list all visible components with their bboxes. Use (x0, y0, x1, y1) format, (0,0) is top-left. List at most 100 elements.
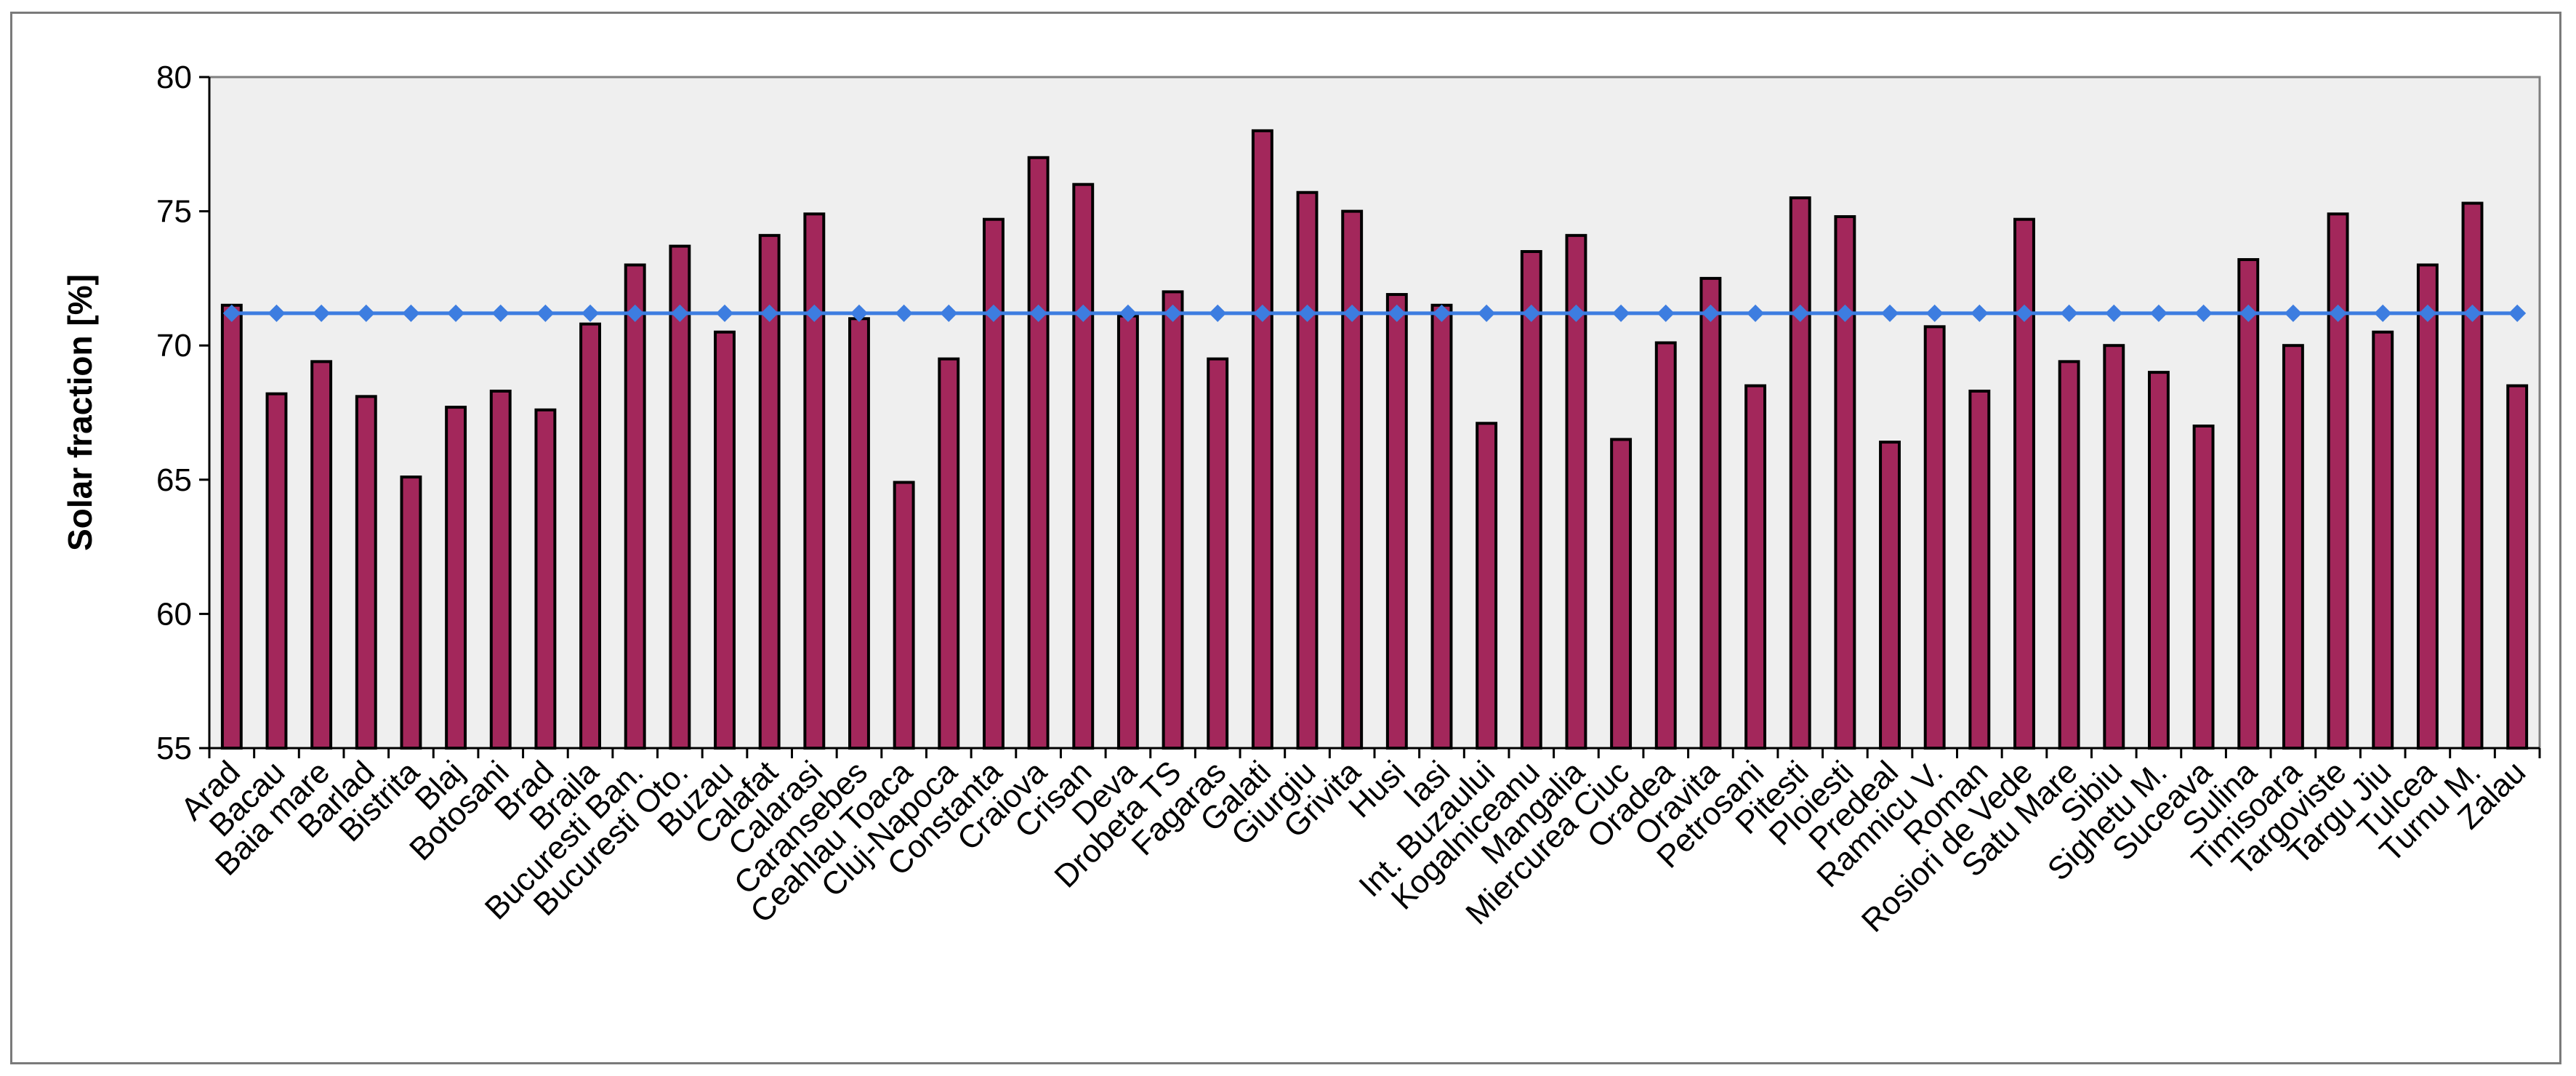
line-marker (850, 304, 868, 322)
line-marker (671, 304, 689, 322)
line-marker (402, 304, 420, 322)
line-marker (1971, 304, 1989, 322)
y-tick-label: 70 (156, 328, 192, 364)
bar (445, 406, 467, 750)
bar (1834, 214, 1856, 750)
bar (1385, 293, 1408, 750)
bar (1654, 341, 1677, 750)
line-marker (2374, 304, 2392, 322)
line-marker (357, 304, 375, 322)
line-marker (1925, 304, 1944, 322)
line-marker (1881, 304, 1899, 322)
bar (400, 475, 422, 750)
bar (1699, 276, 1722, 750)
bar (2192, 424, 2215, 750)
line-marker (536, 304, 555, 322)
bar (1296, 190, 1319, 750)
bar (2103, 344, 2125, 750)
bar (534, 408, 557, 750)
line-marker (626, 304, 644, 322)
line-marker (1702, 304, 1720, 322)
line-marker (1657, 304, 1675, 322)
line-marker (267, 304, 286, 322)
line-marker (2239, 304, 2258, 322)
bar (714, 330, 736, 750)
bar (2506, 384, 2529, 750)
line-marker (1298, 304, 1316, 322)
line-marker (1209, 304, 1227, 322)
line-marker (2508, 304, 2527, 322)
bar (1251, 129, 1273, 750)
bar (1744, 384, 1767, 750)
line-marker (1478, 304, 1496, 322)
line-marker (1567, 304, 1585, 322)
line-marker (1119, 304, 1137, 322)
line-marker (2015, 304, 2033, 322)
bar (1923, 325, 1946, 750)
line-marker (2463, 304, 2482, 322)
bar (489, 389, 512, 750)
y-tick-label: 55 (156, 731, 192, 766)
line-marker (1029, 304, 1047, 322)
bar (220, 303, 243, 750)
line-marker (581, 304, 600, 322)
line-marker (222, 304, 241, 322)
bar (1476, 422, 1498, 750)
bar (1879, 441, 1901, 750)
bar (1789, 196, 1811, 750)
line-marker (984, 304, 1002, 322)
y-tick-label: 75 (156, 194, 192, 230)
bar (1027, 156, 1050, 750)
bar (803, 212, 826, 750)
line-marker (313, 304, 331, 322)
bar (1610, 438, 1633, 750)
line-marker (2329, 304, 2347, 322)
plot-area (208, 76, 2541, 750)
bar (1072, 182, 1095, 750)
bar (2058, 360, 2080, 750)
bar (848, 317, 870, 750)
line-marker (2284, 304, 2302, 322)
line-marker (1433, 304, 1451, 322)
y-tick-label: 60 (156, 596, 192, 632)
bar (1520, 249, 1542, 750)
bar (265, 392, 288, 750)
bar (2013, 217, 2035, 750)
bar (1968, 389, 1991, 750)
line-marker (716, 304, 734, 322)
bar (982, 217, 1005, 750)
line-marker (2194, 304, 2213, 322)
bar (1207, 357, 1229, 750)
line-marker (1074, 304, 1092, 322)
line-marker (940, 304, 958, 322)
line-marker (1747, 304, 1765, 322)
line-marker (760, 304, 778, 322)
bar (1430, 303, 1453, 750)
line-marker (1388, 304, 1406, 322)
line-marker (805, 304, 824, 322)
line-marker (2060, 304, 2078, 322)
line-marker (1164, 304, 1182, 322)
y-axis-title: Solar fraction [%] (61, 274, 99, 551)
line-marker (1253, 304, 1271, 322)
bar (2282, 344, 2304, 750)
line-marker (2105, 304, 2123, 322)
line-marker (895, 304, 913, 322)
line-marker (2149, 304, 2168, 322)
y-tick-label: 65 (156, 462, 192, 498)
bar (355, 395, 377, 750)
line-marker (1522, 304, 1540, 322)
y-tick-label: 80 (156, 60, 192, 95)
bar (2147, 371, 2170, 750)
bar (2237, 258, 2260, 750)
bar (579, 322, 602, 750)
bar (2327, 212, 2349, 750)
bar (2461, 201, 2484, 750)
line-marker (1343, 304, 1361, 322)
bar (669, 244, 691, 750)
bar (938, 357, 960, 750)
bar (624, 263, 646, 750)
line-marker (2418, 304, 2436, 322)
line-marker (1836, 304, 1854, 322)
